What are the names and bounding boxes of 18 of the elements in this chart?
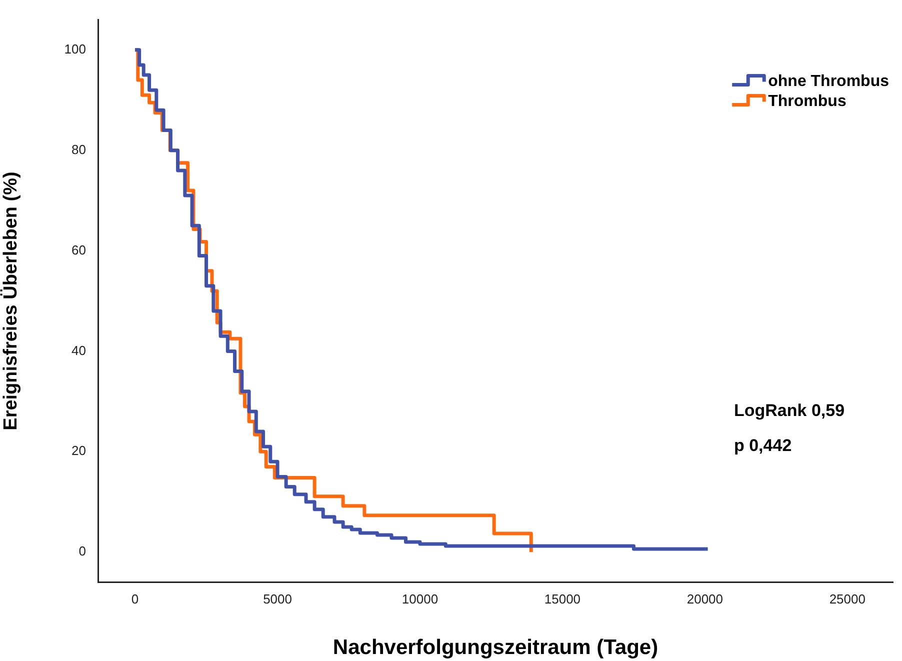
annotation: LogRank 0,59 (734, 400, 845, 420)
y-tick-label: 60 (72, 242, 86, 258)
y-axis-title: Ereignisfreies Überleben (%) (0, 172, 22, 430)
x-tick-label: 5000 (263, 592, 292, 607)
y-tick-label: 40 (72, 342, 86, 358)
legend-label: ohne Thrombus (768, 73, 890, 90)
x-tick-label: 10000 (402, 592, 438, 607)
y-tick-label: 80 (72, 142, 86, 157)
y-tick-label: 20 (72, 443, 86, 458)
legend-label: Thrombus (768, 93, 846, 110)
y-tick-label: 100 (64, 42, 86, 57)
annotation: p 0,442 (734, 436, 792, 455)
x-axis-title: Nachverfolgungszeitraum (Tage) (332, 636, 658, 660)
y-tick-label: 0 (78, 544, 86, 559)
x-tick-label: 0 (131, 592, 139, 607)
x-tick-label: 15000 (544, 592, 581, 607)
x-tick-label: 20000 (686, 592, 724, 607)
x-tick-label: 25000 (829, 592, 866, 607)
